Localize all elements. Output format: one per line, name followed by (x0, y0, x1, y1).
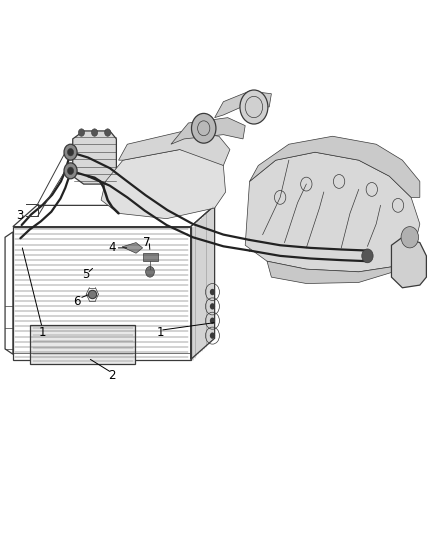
Text: 1: 1 (156, 326, 164, 340)
Polygon shape (122, 243, 143, 253)
Text: 4: 4 (108, 241, 116, 254)
Polygon shape (30, 325, 135, 364)
Circle shape (146, 266, 154, 277)
Polygon shape (143, 253, 158, 261)
Polygon shape (171, 118, 245, 144)
Circle shape (210, 289, 215, 295)
Text: 5: 5 (82, 268, 89, 281)
Text: 6: 6 (73, 295, 81, 308)
Polygon shape (215, 91, 272, 118)
Circle shape (67, 149, 74, 156)
Polygon shape (250, 136, 420, 197)
Text: 1: 1 (39, 326, 46, 340)
Circle shape (191, 114, 216, 143)
Circle shape (210, 318, 215, 324)
Circle shape (67, 167, 74, 174)
Text: 7: 7 (143, 236, 151, 249)
Polygon shape (245, 152, 420, 272)
Polygon shape (73, 131, 117, 184)
Circle shape (92, 129, 98, 136)
Polygon shape (119, 131, 230, 165)
Polygon shape (101, 150, 226, 219)
Text: 2: 2 (108, 369, 116, 382)
Text: 3: 3 (17, 209, 24, 222)
Circle shape (64, 144, 77, 160)
Circle shape (78, 129, 85, 136)
Circle shape (210, 333, 215, 339)
Circle shape (401, 227, 419, 248)
Circle shape (362, 249, 373, 263)
Circle shape (105, 129, 111, 136)
Circle shape (210, 303, 215, 310)
Circle shape (64, 163, 77, 179)
Polygon shape (267, 251, 413, 284)
Polygon shape (392, 237, 426, 288)
Circle shape (240, 90, 268, 124)
